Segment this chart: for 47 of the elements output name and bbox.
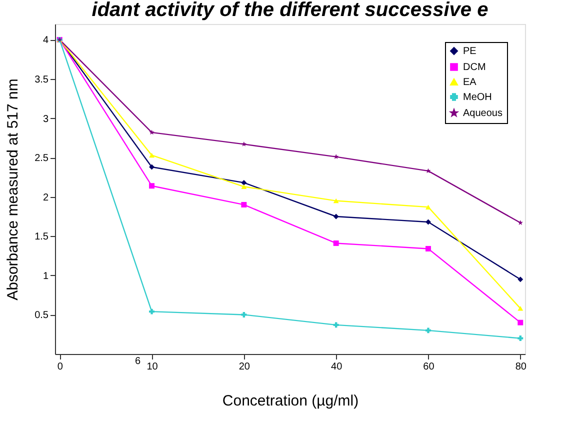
point bbox=[149, 308, 155, 314]
point bbox=[333, 322, 339, 328]
point bbox=[333, 240, 339, 246]
point bbox=[333, 214, 339, 220]
x-axis-title: Concetration (µg/ml) bbox=[222, 392, 359, 410]
point bbox=[149, 183, 155, 189]
point bbox=[518, 320, 524, 326]
y-tick-label: 1.5 bbox=[34, 232, 49, 243]
point bbox=[241, 184, 247, 190]
point bbox=[518, 220, 523, 226]
x-tick-label: 40 bbox=[331, 362, 343, 372]
x-tick-label: 20 bbox=[238, 362, 250, 372]
y-tick-label: 4 bbox=[42, 35, 49, 46]
y-tick-label: 0.5 bbox=[34, 310, 49, 322]
point bbox=[149, 152, 155, 158]
legend-label: DCM bbox=[463, 62, 486, 73]
point bbox=[426, 168, 431, 174]
point bbox=[241, 202, 247, 208]
text: 6 bbox=[134, 356, 141, 367]
y-tick-label: 2.5 bbox=[34, 153, 49, 164]
point bbox=[518, 276, 524, 282]
y-tick-label: 3.5 bbox=[34, 74, 49, 86]
point bbox=[333, 154, 339, 160]
point bbox=[518, 306, 524, 311]
legend-label: Aqueous bbox=[463, 108, 502, 119]
point bbox=[149, 164, 155, 170]
y-tick-label: 1 bbox=[42, 270, 49, 282]
legend-label: EA bbox=[463, 77, 477, 88]
y-tick-label: 3 bbox=[42, 114, 49, 125]
x-tick-label: 80 bbox=[515, 362, 527, 372]
y-axis-title: Absorbance measured at 517 nm bbox=[4, 78, 22, 300]
point bbox=[425, 246, 431, 252]
point bbox=[425, 219, 431, 225]
point bbox=[149, 130, 154, 135]
point bbox=[333, 198, 339, 204]
point bbox=[518, 336, 524, 342]
x-tick-label: 10 bbox=[146, 362, 158, 372]
x-tick-label: 60 bbox=[423, 362, 435, 372]
y-tick-label: 2 bbox=[42, 192, 49, 204]
legend-label: MeOH bbox=[463, 92, 492, 103]
point bbox=[241, 312, 247, 318]
point bbox=[425, 328, 431, 334]
x-tick-label: 0 bbox=[57, 362, 64, 372]
point bbox=[425, 204, 431, 210]
legend-label: PE bbox=[463, 46, 477, 57]
chart-title: idant activity of the different successive e bbox=[92, 0, 488, 21]
point bbox=[241, 180, 247, 186]
